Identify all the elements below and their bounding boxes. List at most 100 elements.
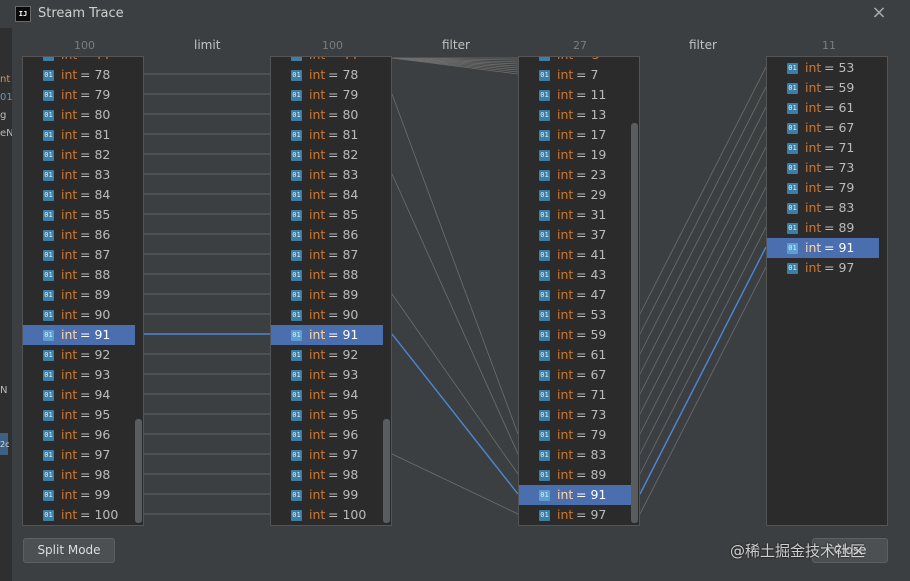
list-item[interactable]: 01 int = 100 — [23, 505, 135, 525]
list-item[interactable]: 01 int = 97 — [767, 258, 879, 278]
value-list-filter2-output[interactable]: 01 int = 53 01 int = 59 01 int = 61 01 int = 67 01 in… — [766, 56, 888, 526]
list-item[interactable]: 01 int = 84 — [271, 185, 383, 205]
item-value: = 41 — [576, 247, 607, 262]
list-item[interactable]: 01 int = 89 — [519, 465, 631, 485]
list-item[interactable]: 01 int = 79 — [767, 178, 879, 198]
list-item[interactable]: 01 int = 83 — [23, 165, 135, 185]
list-item[interactable]: 01 int = 98 — [271, 465, 383, 485]
list-item[interactable]: 01 int = 96 — [23, 425, 135, 445]
list-item[interactable]: 01 int = 85 — [23, 205, 135, 225]
list-item[interactable]: 01 int = 84 — [23, 185, 135, 205]
list-item[interactable]: 01 int = 94 — [271, 385, 383, 405]
list-item[interactable]: 01 int = 5 — [519, 57, 631, 65]
list-item[interactable]: 01 int = 83 — [271, 165, 383, 185]
close-window-icon[interactable]: × — [871, 2, 887, 23]
list-item[interactable]: 01 int = 88 — [23, 265, 135, 285]
list-item[interactable]: 01 int = 87 — [23, 245, 135, 265]
scrollbar-thumb[interactable] — [135, 419, 142, 523]
list-item[interactable]: 01 int = 86 — [271, 225, 383, 245]
list-item[interactable]: 01 int = 97 — [519, 505, 631, 525]
list-item[interactable]: 01 int = 59 — [767, 78, 879, 98]
split-mode-button[interactable]: Split Mode — [23, 538, 115, 563]
list-item-selected[interactable]: 01 int = 91 — [767, 238, 879, 258]
list-item[interactable]: 01 int = 61 — [519, 345, 631, 365]
list-item[interactable]: 01 int = 94 — [23, 385, 135, 405]
list-item[interactable]: 01 int = 95 — [271, 405, 383, 425]
list-item[interactable]: 01 int = 89 — [767, 218, 879, 238]
list-item[interactable]: 01 int = 81 — [271, 125, 383, 145]
close-button[interactable]: Close — [812, 538, 888, 563]
list-item[interactable]: 01 int = 7 — [519, 65, 631, 85]
list-item[interactable]: 01 int = 77 — [271, 57, 383, 65]
list-item[interactable]: 01 int = 19 — [519, 145, 631, 165]
list-item[interactable]: 01 int = 61 — [767, 98, 879, 118]
list-item[interactable]: 01 int = 23 — [519, 165, 631, 185]
list-item[interactable]: 01 int = 71 — [767, 138, 879, 158]
list-item[interactable]: 01 int = 95 — [23, 405, 135, 425]
list-item[interactable]: 01 int = 41 — [519, 245, 631, 265]
list-item[interactable]: 01 int = 80 — [23, 105, 135, 125]
scrollbar-thumb[interactable] — [383, 419, 390, 523]
list-item[interactable]: 01 int = 100 — [271, 505, 383, 525]
list-item[interactable]: 01 int = 73 — [767, 158, 879, 178]
item-value: = 91 — [328, 327, 359, 342]
list-item[interactable]: 01 int = 89 — [23, 285, 135, 305]
list-item[interactable]: 01 int = 88 — [271, 265, 383, 285]
list-item[interactable]: 01 int = 67 — [519, 365, 631, 385]
list-item[interactable]: 01 int = 71 — [519, 385, 631, 405]
list-item[interactable]: 01 int = 96 — [271, 425, 383, 445]
list-item[interactable]: 01 int = 92 — [271, 345, 383, 365]
list-item[interactable]: 01 int = 17 — [519, 125, 631, 145]
list-item[interactable]: 01 int = 67 — [767, 118, 879, 138]
list-item[interactable]: 01 int = 43 — [519, 265, 631, 285]
list-item-selected[interactable]: 01 int = 91 — [519, 485, 631, 505]
scrollbar-thumb[interactable] — [631, 123, 638, 523]
list-item[interactable]: 01 int = 78 — [271, 65, 383, 85]
background-text: 01 — [0, 92, 13, 103]
list-item[interactable]: 01 int = 79 — [519, 425, 631, 445]
list-item[interactable]: 01 int = 13 — [519, 105, 631, 125]
list-item[interactable]: 01 int = 90 — [271, 305, 383, 325]
list-item[interactable]: 01 int = 99 — [271, 485, 383, 505]
list-item[interactable]: 01 int = 97 — [271, 445, 383, 465]
list-item[interactable]: 01 int = 78 — [23, 65, 135, 85]
list-item[interactable]: 01 int = 89 — [271, 285, 383, 305]
list-item[interactable]: 01 int = 53 — [519, 305, 631, 325]
list-item[interactable]: 01 int = 86 — [23, 225, 135, 245]
list-item[interactable]: 01 int = 93 — [23, 365, 135, 385]
list-item[interactable]: 01 int = 80 — [271, 105, 383, 125]
list-item[interactable]: 01 int = 53 — [767, 58, 879, 78]
item-value: = 93 — [328, 367, 359, 382]
list-item-selected[interactable]: 01 int = 91 — [271, 325, 383, 345]
list-item[interactable]: 01 int = 87 — [271, 245, 383, 265]
list-item[interactable]: 01 int = 81 — [23, 125, 135, 145]
list-item[interactable]: 01 int = 83 — [767, 198, 879, 218]
list-item[interactable]: 01 int = 98 — [23, 465, 135, 485]
list-item[interactable]: 01 int = 47 — [519, 285, 631, 305]
list-item[interactable]: 01 int = 85 — [271, 205, 383, 225]
list-item[interactable]: 01 int = 92 — [23, 345, 135, 365]
list-item[interactable]: 01 int = 11 — [519, 85, 631, 105]
col2-count: 100 — [322, 39, 343, 52]
list-item[interactable]: 01 int = 37 — [519, 225, 631, 245]
list-item[interactable]: 01 int = 31 — [519, 205, 631, 225]
list-item[interactable]: 01 int = 79 — [23, 85, 135, 105]
type-keyword: int — [557, 107, 574, 122]
list-item[interactable]: 01 int = 59 — [519, 325, 631, 345]
list-item[interactable]: 01 int = 99 — [23, 485, 135, 505]
list-item[interactable]: 01 int = 93 — [271, 365, 383, 385]
list-item[interactable]: 01 int = 73 — [519, 405, 631, 425]
list-item[interactable]: 01 int = 79 — [271, 85, 383, 105]
type-keyword: int — [61, 327, 78, 342]
list-item-selected[interactable]: 01 int = 91 — [23, 325, 135, 345]
list-item[interactable]: 01 int = 90 — [23, 305, 135, 325]
list-item[interactable]: 01 int = 83 — [519, 445, 631, 465]
list-item[interactable]: 01 int = 77 — [23, 57, 135, 65]
list-item[interactable]: 01 int = 29 — [519, 185, 631, 205]
list-item[interactable]: 01 int = 82 — [23, 145, 135, 165]
list-item[interactable]: 01 int = 82 — [271, 145, 383, 165]
list-item[interactable]: 01 int = 97 — [23, 445, 135, 465]
